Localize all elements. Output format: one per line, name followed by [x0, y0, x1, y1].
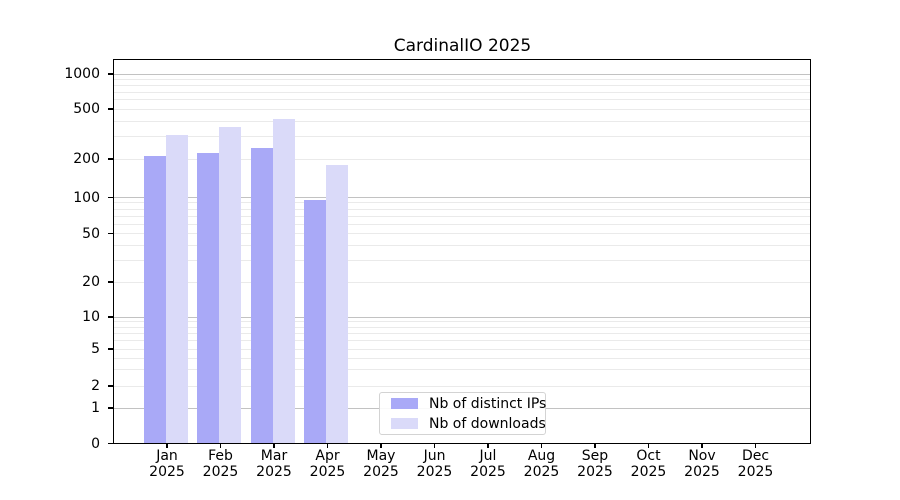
y-tick-label: 0: [91, 435, 100, 452]
legend-item-distinct-ips: Nb of distinct IPs: [386, 395, 546, 412]
y-tick-label: 1: [91, 400, 100, 416]
minor-gridline: [114, 108, 810, 110]
legend-label-downloads: Nb of downloads: [429, 415, 546, 432]
minor-gridline: [114, 215, 810, 217]
bar-downloads: [326, 165, 348, 443]
bar-distinct-ips: [250, 147, 273, 443]
minor-gridline: [114, 78, 810, 80]
major-gridline: [114, 316, 810, 318]
minor-gridline: [114, 385, 810, 387]
x-tick-mark: [647, 444, 650, 448]
minor-gridline: [114, 332, 810, 334]
x-tick-mark: [594, 444, 596, 448]
x-tick-label: Jan 2025: [149, 448, 185, 480]
x-tick-mark: [754, 444, 757, 448]
x-tick-label: Jun 2025: [416, 448, 453, 480]
x-tick-label: Dec 2025: [737, 448, 774, 480]
x-tick-label: Oct 2025: [630, 448, 667, 480]
x-tick-mark: [540, 444, 543, 448]
y-tick-label: 2: [91, 378, 100, 394]
x-tick-mark: [701, 444, 703, 448]
bar-distinct-ips: [197, 152, 219, 443]
minor-gridline: [114, 369, 810, 371]
y-tick-mark: [108, 73, 113, 75]
minor-gridline: [114, 340, 810, 342]
y-tick-label: 5: [91, 341, 100, 357]
minor-gridline: [114, 208, 810, 210]
x-tick-mark: [326, 444, 329, 448]
minor-gridline: [114, 84, 810, 86]
legend-item-downloads: Nb of downloads: [386, 415, 546, 432]
minor-gridline: [114, 260, 810, 262]
minor-gridline: [114, 281, 810, 283]
bar-downloads: [165, 135, 188, 443]
minor-gridline: [114, 158, 810, 160]
minor-gridline: [114, 326, 810, 328]
y-tick-mark: [108, 158, 113, 160]
major-gridline: [114, 197, 810, 198]
minor-gridline: [114, 120, 810, 122]
y-tick-mark: [108, 316, 113, 318]
minor-gridline: [114, 348, 810, 350]
x-tick-label: May 2025: [363, 448, 399, 480]
x-tick-label: Feb 2025: [202, 448, 239, 480]
x-tick-mark: [487, 444, 489, 448]
y-tick-mark: [108, 407, 113, 409]
minor-gridline: [114, 99, 810, 101]
x-tick-label: Aug 2025: [523, 448, 560, 480]
legend-label-distinct-ips: Nb of distinct IPs: [429, 395, 547, 412]
major-gridline: [114, 73, 810, 75]
x-tick-label: Nov 2025: [684, 448, 720, 480]
chart-title: CardinalIO 2025: [393, 36, 532, 56]
plot-area: [113, 59, 811, 444]
minor-gridline: [114, 202, 810, 204]
x-tick-mark: [433, 444, 436, 448]
bar-downloads: [219, 126, 241, 443]
minor-gridline: [114, 223, 810, 225]
y-tick-mark: [108, 232, 113, 235]
y-tick-mark: [108, 281, 113, 283]
y-tick-mark: [108, 442, 113, 445]
minor-gridline: [114, 357, 810, 359]
minor-gridline: [114, 136, 810, 138]
minor-gridline: [114, 321, 810, 323]
x-tick-mark: [380, 444, 382, 448]
y-tick-label: 200: [73, 151, 100, 167]
x-tick-label: Sep 2025: [577, 448, 613, 480]
x-tick-mark: [166, 444, 168, 448]
minor-gridline: [114, 91, 810, 93]
y-tick-label: 1000: [64, 66, 100, 82]
x-tick-label: Mar 2025: [256, 448, 292, 480]
bar-distinct-ips: [143, 156, 166, 443]
y-tick-label: 100: [73, 189, 100, 206]
legend: Nb of distinct IPs Nb of downloads: [379, 392, 546, 435]
y-tick-mark: [108, 196, 113, 199]
minor-gridline: [114, 244, 810, 246]
y-tick-label: 20: [82, 274, 100, 290]
bar-downloads: [272, 119, 295, 443]
x-tick-mark: [273, 444, 275, 448]
y-tick-label: 50: [82, 225, 100, 242]
y-tick-mark: [108, 348, 113, 350]
x-tick-label: Apr 2025: [309, 448, 346, 480]
minor-gridline: [114, 233, 810, 234]
x-tick-mark: [219, 444, 222, 448]
bar-distinct-ips: [304, 199, 326, 443]
y-tick-mark: [108, 385, 113, 387]
y-tick-label: 500: [73, 101, 100, 117]
legend-swatch-downloads-icon: [391, 418, 418, 429]
legend-swatch-distinct-ips-icon: [391, 398, 418, 409]
x-tick-label: Jul 2025: [470, 448, 506, 480]
y-tick-label: 10: [82, 309, 100, 325]
y-tick-mark: [108, 108, 113, 110]
